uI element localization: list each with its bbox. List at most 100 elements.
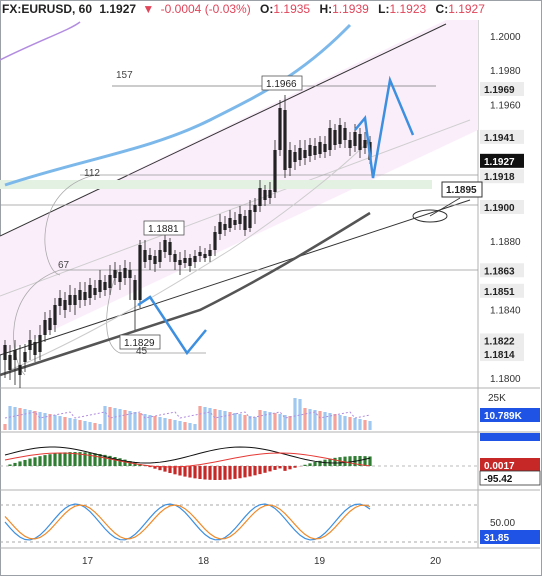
candle-body <box>198 252 202 256</box>
macd-hist-bar <box>318 460 322 466</box>
macd-signal-line <box>4 452 371 468</box>
open-label: O: <box>260 2 274 16</box>
candle-body <box>203 254 207 258</box>
candle-body <box>178 260 182 265</box>
candle-body <box>208 250 212 256</box>
macd-hist-bar <box>253 466 257 476</box>
label-low-text: 1.1829 <box>124 338 155 349</box>
fib-112-label: 112 <box>84 168 100 179</box>
candle-body <box>13 350 17 360</box>
price-tag: 1.1969 <box>480 82 524 97</box>
macd-hist-bar <box>163 466 167 472</box>
macd-hist-bar <box>48 454 52 466</box>
volume-value-tag: 10.789K <box>480 408 540 422</box>
volume-bar <box>278 414 282 430</box>
macd-hist-bar <box>178 466 182 476</box>
ellipse-price-tag-text: 1.1895 <box>446 185 477 196</box>
support-zone[interactable] <box>0 180 432 189</box>
candle-body <box>288 150 292 168</box>
volume-bar <box>268 412 272 430</box>
macd-hist-bar <box>28 458 32 466</box>
volume-bar <box>253 417 257 430</box>
target-ellipse[interactable] <box>412 209 448 223</box>
ellipse-price-tag: 1.1895 <box>441 181 483 198</box>
volume-bar <box>103 406 107 430</box>
channel-lower-line[interactable] <box>0 199 471 356</box>
label-low[interactable]: 1.1829 <box>119 334 161 350</box>
volume-bar <box>48 414 52 430</box>
volume-bar <box>243 415 247 430</box>
macd-hist-bar <box>258 466 262 475</box>
ellipse-connector <box>429 197 461 217</box>
macd-hist-bar <box>368 456 372 466</box>
time-tick-label: 19 <box>314 556 326 567</box>
price-tag-text: 1.1927 <box>484 157 515 168</box>
price-tag: 1.1814 <box>480 347 524 362</box>
candle-body <box>18 365 22 375</box>
candle-body <box>8 355 12 370</box>
price-tick-label: 1.1880 <box>490 237 521 248</box>
macd-hist-bar <box>123 459 127 466</box>
candle-body <box>223 224 227 230</box>
candle-body <box>148 255 152 260</box>
volume-bar <box>183 422 187 430</box>
candle-body <box>343 128 347 140</box>
low-label: L: <box>378 2 390 16</box>
candle-body <box>123 268 127 278</box>
last-price: 1.1927 <box>99 2 137 16</box>
volume-bar <box>63 417 67 430</box>
price-tag: 1.1918 <box>480 169 524 184</box>
volume-bar <box>23 409 27 430</box>
volume-bar <box>53 415 57 430</box>
candle-body <box>173 254 177 262</box>
macd-hist-bar <box>233 466 237 479</box>
candle-body <box>83 292 87 300</box>
time-axis[interactable]: 17 18 19 20 <box>82 556 442 567</box>
candle-body <box>303 150 307 158</box>
price-change: -0.0004 (-0.03%) <box>160 2 251 16</box>
candle-body <box>53 305 57 325</box>
stoch-value-tag: 31.85 <box>480 530 540 544</box>
volume-bar <box>13 407 17 430</box>
volume-bar <box>338 415 342 430</box>
price-tick-label: 1.1980 <box>490 66 521 77</box>
volume-bar <box>43 413 47 430</box>
channel-upper-line[interactable] <box>0 23 447 237</box>
macd-histogram <box>8 452 372 480</box>
macd-hist-bar <box>328 458 332 466</box>
macd-value-tag-2-text: -95.42 <box>484 474 513 485</box>
candle-body <box>128 270 132 278</box>
projection-path-past[interactable] <box>137 295 207 356</box>
macd-hist-bar <box>88 452 92 466</box>
label-mid[interactable]: 1.1881 <box>143 220 185 236</box>
macd-hist-bar <box>348 456 352 466</box>
stoch-d-line <box>4 504 371 540</box>
candle-body <box>323 144 327 152</box>
macd-hist-bar <box>238 466 242 479</box>
projection-path-future[interactable] <box>354 75 415 179</box>
price-tag-text: 1.1814 <box>484 350 515 361</box>
candle-body <box>348 140 352 148</box>
label-high[interactable]: 1.1966 <box>261 75 303 91</box>
stoch-k-line <box>4 503 371 541</box>
candle-body <box>38 335 42 352</box>
volume-bar <box>153 416 157 430</box>
candle-body <box>353 132 357 146</box>
macd-hist-bar <box>293 466 297 468</box>
symbol-legend[interactable]: FX:EURUSD, 60 1.1927 ▼ -0.0004 (-0.03%) … <box>2 2 485 20</box>
candlestick-series[interactable] <box>3 95 372 388</box>
candle-body <box>318 142 322 154</box>
symbol-name[interactable]: FX:EURUSD, 60 <box>2 2 93 16</box>
price-tag-text: 1.1863 <box>484 266 515 277</box>
volume-ma-line <box>4 411 371 419</box>
macd-hist-bar <box>98 453 102 466</box>
price-tag-text: 1.1941 <box>484 133 515 144</box>
volume-bar <box>88 422 92 430</box>
volume-value-tag-text: 10.789K <box>484 411 523 422</box>
candle-body <box>213 232 217 250</box>
stoch-axis-label: 50.00 <box>490 518 515 529</box>
macd-value-tag-1: 0.0017 <box>480 458 540 472</box>
macd-hist-bar <box>18 461 22 466</box>
label-mid-text: 1.1881 <box>148 224 179 235</box>
